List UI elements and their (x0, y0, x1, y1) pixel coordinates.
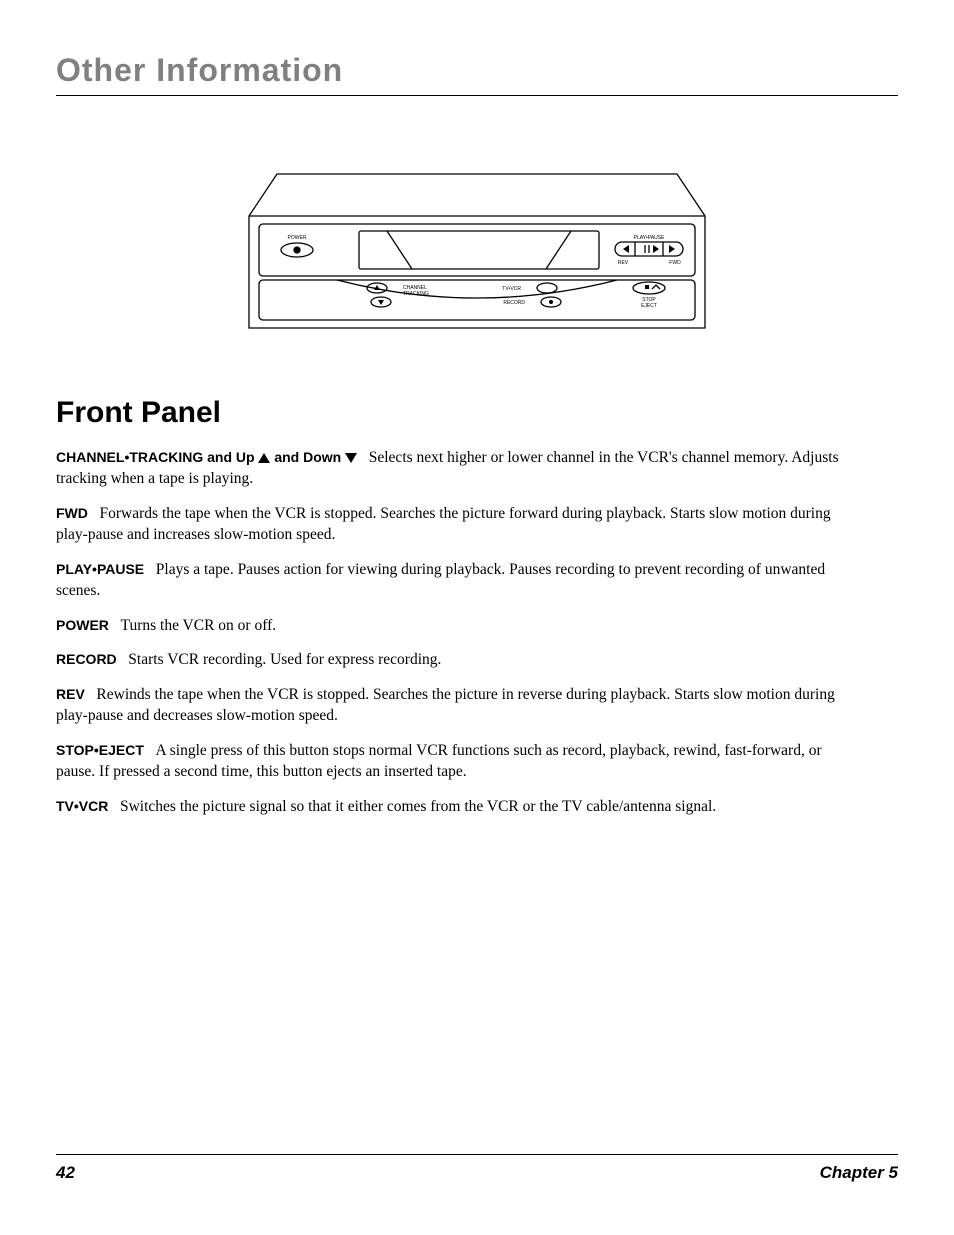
entry: TV•VCR Switches the picture signal so th… (56, 797, 856, 818)
entry: CHANNEL•TRACKING and Up and Down Selects… (56, 448, 856, 490)
fig-label-fwd: FWD (669, 260, 681, 266)
entries: CHANNEL•TRACKING and Up and Down Selects… (56, 448, 898, 818)
entry-description: Forwards the tape when the VCR is stoppe… (56, 505, 831, 543)
entry-label: RECORD (56, 651, 117, 667)
entry-description: Switches the picture signal so that it e… (120, 798, 716, 815)
fig-label-rev: REV (618, 260, 629, 266)
section-title: Other Information (56, 52, 898, 89)
page: Other Information (0, 0, 954, 1235)
front-panel-heading: Front Panel (56, 396, 898, 430)
page-number: 42 (56, 1163, 75, 1183)
entry: REV Rewinds the tape when the VCR is sto… (56, 685, 856, 727)
svg-text:TRACKING: TRACKING (403, 291, 429, 297)
entry-label: PLAY•PAUSE (56, 561, 144, 577)
page-footer: 42 Chapter 5 (56, 1154, 898, 1183)
entry-label: REV (56, 686, 85, 702)
entry-label: STOP•EJECT (56, 742, 144, 758)
entry: PLAY•PAUSE Plays a tape. Pauses action f… (56, 560, 856, 602)
entry-label: CHANNEL•TRACKING and Up and Down (56, 449, 357, 465)
fig-label-power: POWER (288, 235, 307, 241)
chapter-label: Chapter 5 (820, 1163, 898, 1183)
entry-description: A single press of this button stops norm… (56, 742, 822, 780)
entry-label: POWER (56, 617, 109, 633)
triangle-up-icon (258, 453, 270, 463)
fig-label-tvvcr: TV•VCR (502, 286, 521, 292)
triangle-down-icon (345, 453, 357, 463)
entry-label: TV•VCR (56, 798, 108, 814)
entry: RECORD Starts VCR recording. Used for ex… (56, 650, 856, 671)
fig-label-play-pause: PLAY•PAUSE (634, 235, 665, 241)
header-rule (56, 95, 898, 96)
entry-description: Starts VCR recording. Used for express r… (128, 651, 441, 668)
entry-label: FWD (56, 505, 88, 521)
vcr-front-panel-diagram: POWER PLAY•PAUSE REV FWD STOP EJECT CHAN… (237, 136, 717, 346)
entry-description: Rewinds the tape when the VCR is stopped… (56, 686, 835, 724)
entry: STOP•EJECT A single press of this button… (56, 741, 856, 783)
entry-description: Turns the VCR on or off. (121, 617, 277, 634)
entry: POWER Turns the VCR on or off. (56, 616, 856, 637)
entry-description: Plays a tape. Pauses action for viewing … (56, 561, 825, 599)
svg-text:EJECT: EJECT (641, 303, 657, 309)
entry: FWD Forwards the tape when the VCR is st… (56, 504, 856, 546)
fig-label-record: RECORD (503, 300, 525, 306)
